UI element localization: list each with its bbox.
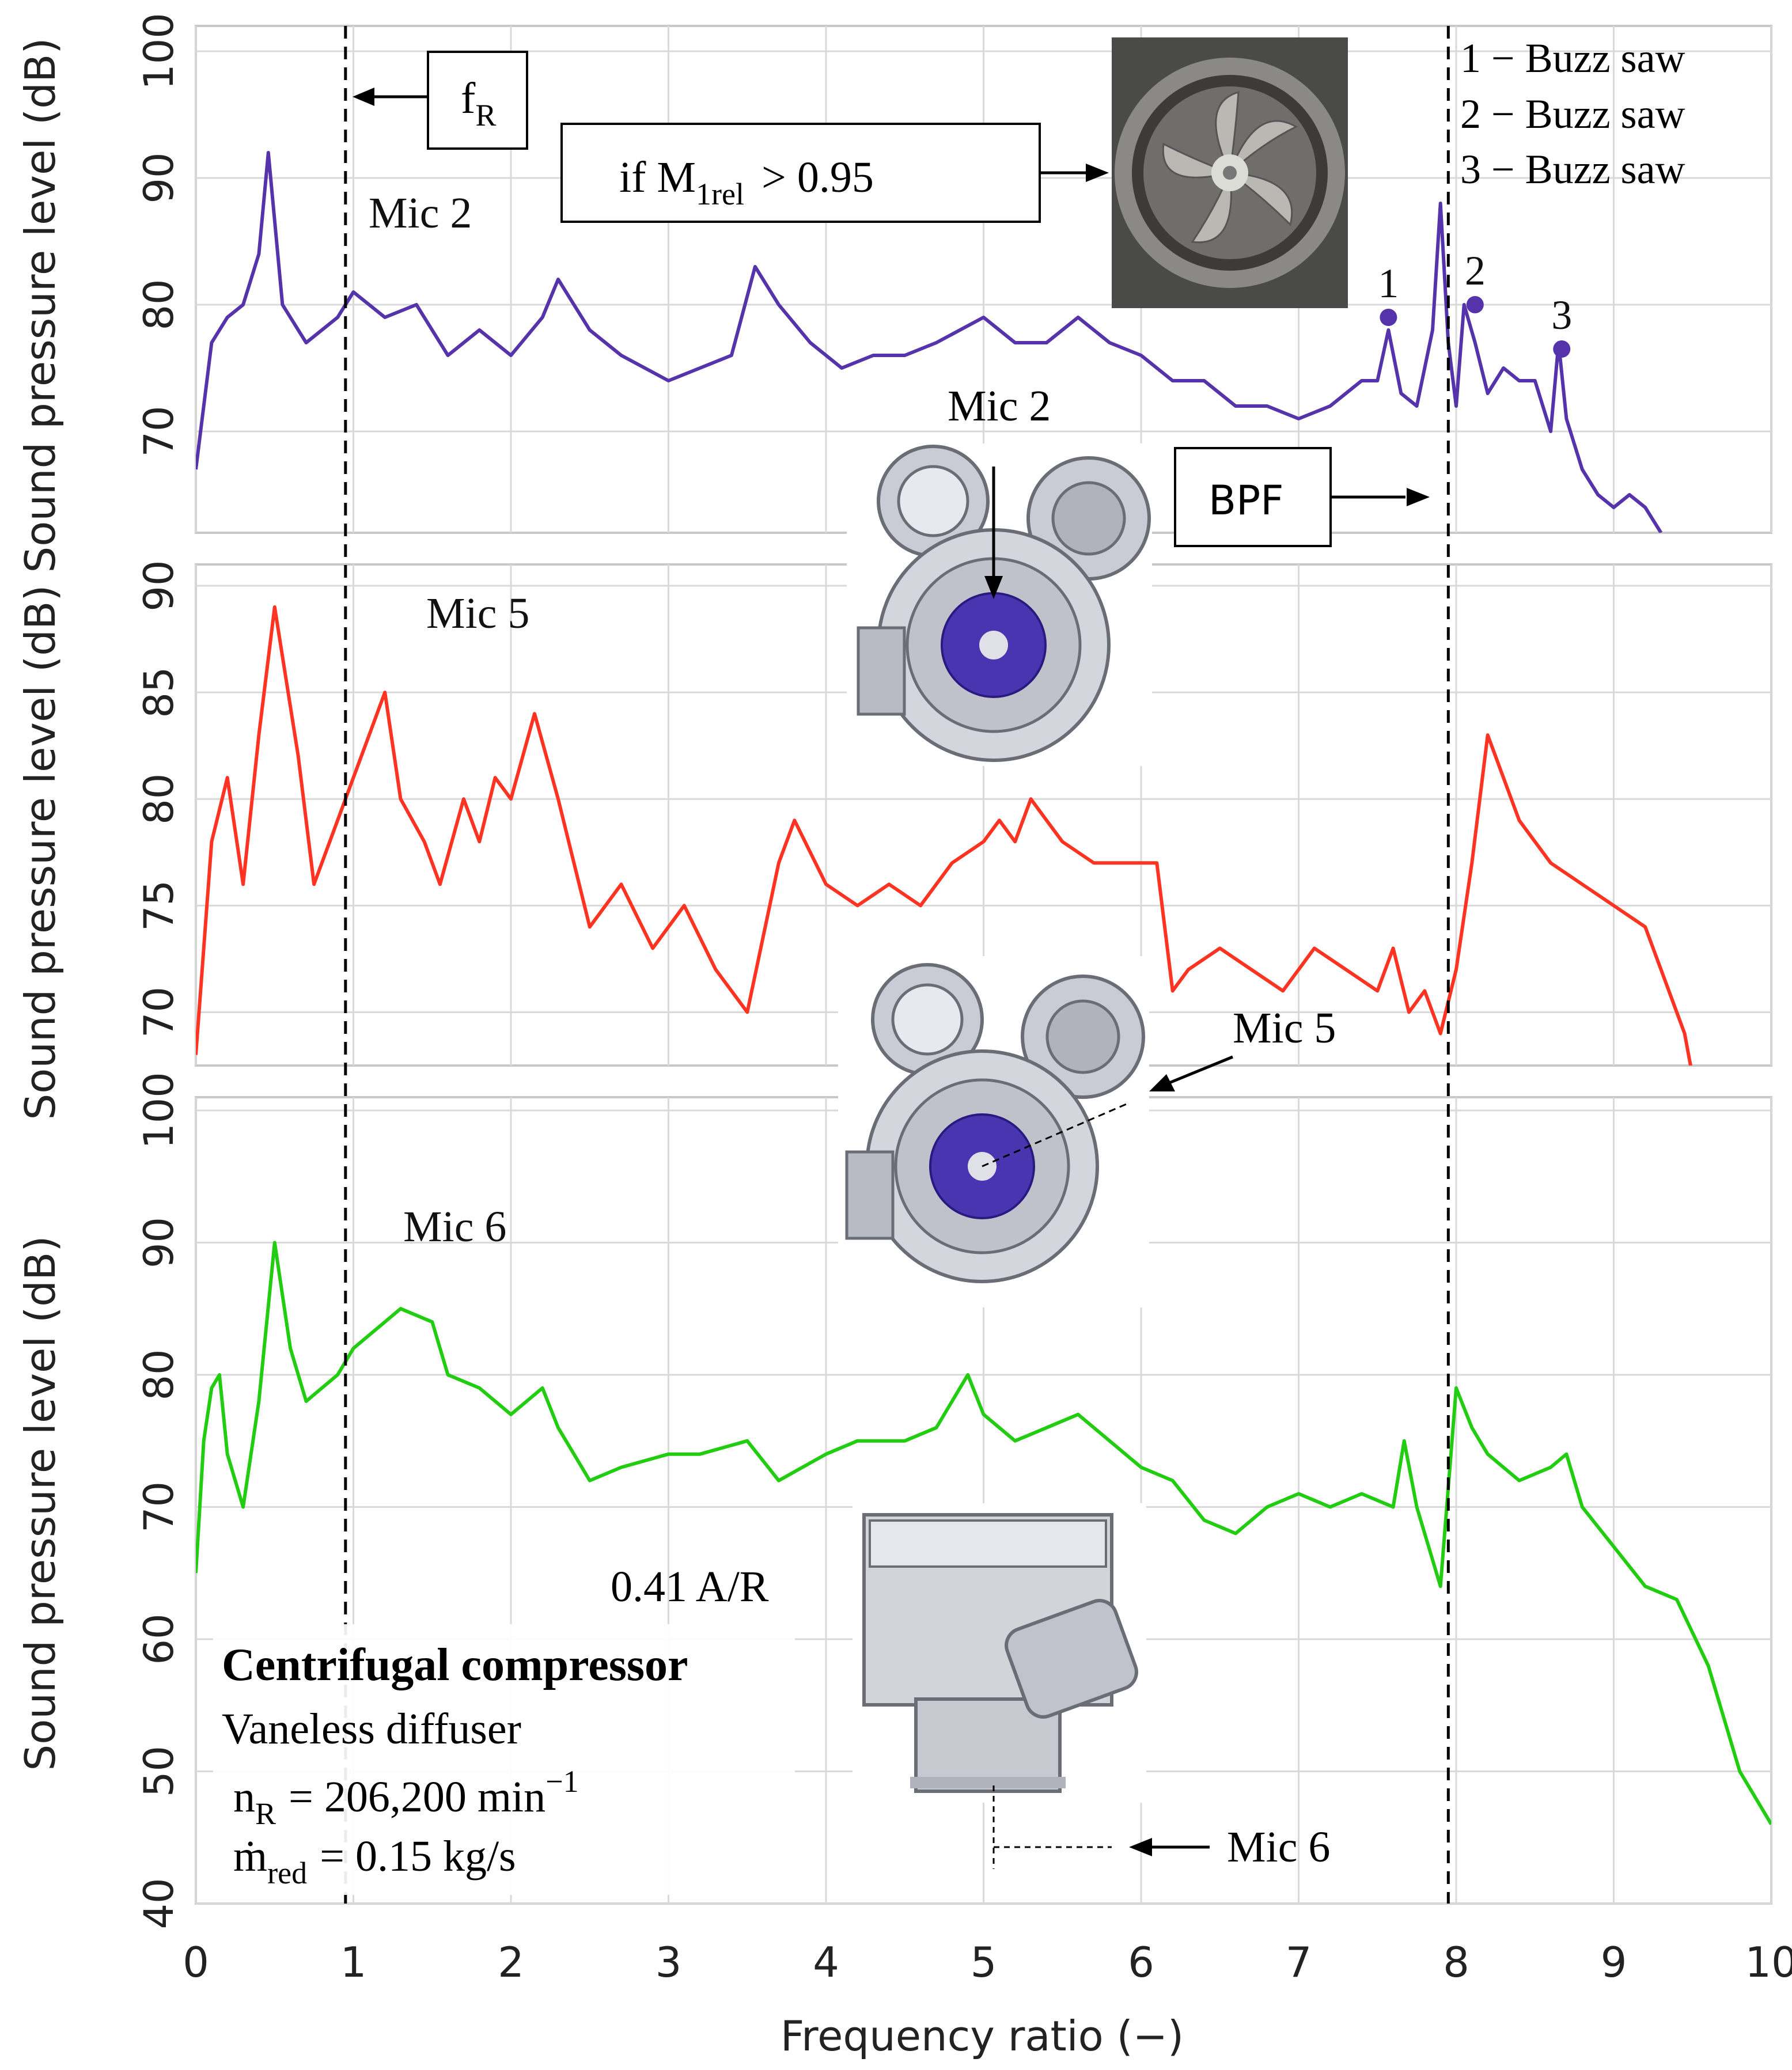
x-tick-label: 5 xyxy=(971,1938,997,1986)
x-tick-label: 0 xyxy=(183,1938,209,1986)
buzz-saw-marker-label-3: 3 xyxy=(1551,292,1572,338)
compressor-illustration-mic6 xyxy=(853,1503,1210,1869)
y-tick-label: 100 xyxy=(135,13,183,90)
x-tick-label: 3 xyxy=(656,1938,682,1986)
x-tick-label: 6 xyxy=(1128,1938,1154,1986)
compressor-title: Centrifugal compressor xyxy=(222,1640,688,1690)
y-tick-label: 70 xyxy=(135,1481,183,1533)
mic2-install-label: Mic 2 xyxy=(948,382,1051,430)
x-tick-label: 7 xyxy=(1286,1938,1312,1986)
condition-label: if M1rel > 0.95 xyxy=(619,153,874,211)
y-tick-label: 80 xyxy=(135,279,183,330)
series-line-mic5 xyxy=(196,605,1692,1066)
fR-label: fR xyxy=(461,74,496,132)
panel-label-mic2: Mic 2 xyxy=(369,189,472,237)
legend-item-3: 3 − Buzz saw xyxy=(1460,146,1685,192)
y-tick-label: 70 xyxy=(135,987,183,1038)
y-axis-label: Sound pressure level (dB) xyxy=(16,585,65,1120)
buzz-saw-marker-label-2: 2 xyxy=(1465,248,1486,294)
buzz-saw-marker-1 xyxy=(1380,309,1397,326)
mic5-install-label: Mic 5 xyxy=(1233,1004,1336,1052)
y-tick-label: 80 xyxy=(135,1349,183,1400)
y-tick-label: 85 xyxy=(135,667,183,718)
legend: 1 − Buzz saw 2 − Buzz saw 3 − Buzz saw xyxy=(1460,35,1685,192)
y-tick-label: 75 xyxy=(135,880,183,931)
y-tick-label: 70 xyxy=(135,405,183,457)
compressor-illustration-mic2 xyxy=(847,443,1152,766)
impeller-photo xyxy=(1112,37,1348,308)
diffuser-label: Vaneless diffuser xyxy=(222,1705,521,1753)
panel-label-mic6: Mic 6 xyxy=(403,1203,506,1251)
bpf-annotation: BPF xyxy=(1174,447,1430,547)
series-line-mic6 xyxy=(196,1241,1771,1825)
series-line-mic2 xyxy=(196,151,1663,533)
x-tick-label: 10 xyxy=(1745,1938,1792,1986)
x-tick-label: 1 xyxy=(340,1938,367,1986)
x-tick-label: 2 xyxy=(498,1938,524,1986)
speed-label: nR = 206,200 min−1 xyxy=(233,1764,579,1831)
y-tick-label: 50 xyxy=(135,1746,183,1797)
y-tick-label: 90 xyxy=(135,152,183,203)
y-axis-label: Sound pressure level (dB) xyxy=(16,38,65,573)
y-tick-label: 90 xyxy=(135,560,183,611)
operating-point-info: Centrifugal compressor Vaneless diffuser… xyxy=(213,1624,795,1895)
bpf-label: BPF xyxy=(1208,477,1284,524)
x-tick-label: 8 xyxy=(1443,1938,1469,1986)
buzz-saw-marker-2 xyxy=(1466,296,1484,313)
x-tick-label: 4 xyxy=(813,1938,839,1986)
mic6-install-label: Mic 6 xyxy=(1227,1823,1330,1871)
x-tick-label: 9 xyxy=(1601,1938,1627,1986)
fR-annotation: fR xyxy=(353,51,528,150)
y-tick-label: 60 xyxy=(135,1613,183,1665)
panel-label-mic5: Mic 5 xyxy=(426,589,529,638)
buzz-saw-marker-label-1: 1 xyxy=(1378,260,1399,306)
legend-item-1: 1 − Buzz saw xyxy=(1460,35,1685,81)
compressor-illustration-mic5 xyxy=(838,956,1233,1307)
y-tick-label: 100 xyxy=(135,1072,183,1149)
y-axis-label: Sound pressure level (dB) xyxy=(16,1236,65,1771)
legend-item-2: 2 − Buzz saw xyxy=(1460,91,1685,137)
y-tick-label: 80 xyxy=(135,774,183,825)
chart-overlays: fR if M1rel > 0.95 xyxy=(213,35,1685,1895)
y-tick-label: 40 xyxy=(135,1878,183,1929)
y-tick-label: 90 xyxy=(135,1217,183,1268)
buzz-saw-marker-3 xyxy=(1553,340,1571,358)
x-axis-label: Frequency ratio (−) xyxy=(781,2012,1184,2060)
mass-flow-label: ṁred = 0.15 kg/s xyxy=(233,1832,516,1890)
condition-annotation: if M1rel > 0.95 xyxy=(560,123,1109,223)
ar-label: 0.41 A/R xyxy=(611,1563,769,1611)
